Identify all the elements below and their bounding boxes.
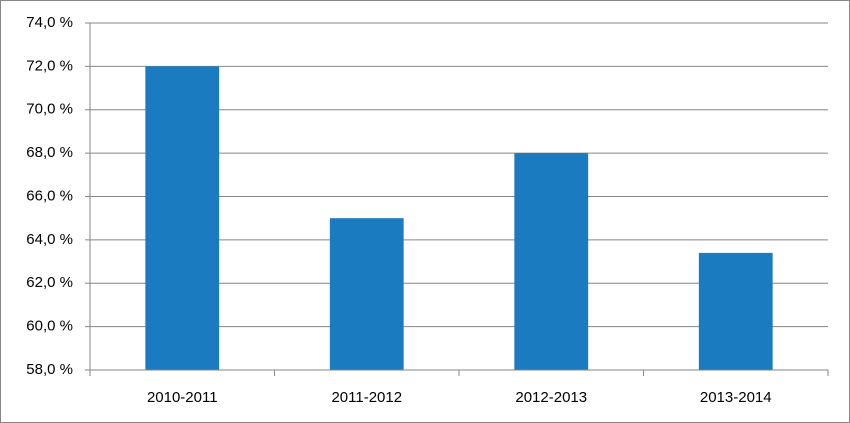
y-tick-label: 74,0 % xyxy=(26,14,73,31)
y-tick-label: 58,0 % xyxy=(26,361,73,378)
bar xyxy=(514,153,589,370)
bar xyxy=(145,66,220,370)
x-tick-label: 2013-2014 xyxy=(700,389,772,406)
bar xyxy=(698,252,773,370)
y-tick-label: 64,0 % xyxy=(26,231,73,248)
x-tick-label: 2010-2011 xyxy=(147,389,218,406)
y-tick-label: 70,0 % xyxy=(26,101,73,118)
y-tick-label: 66,0 % xyxy=(26,187,73,204)
y-tick-label: 68,0 % xyxy=(26,144,73,161)
y-tick-label: 62,0 % xyxy=(26,274,73,291)
x-tick-label: 2012-2013 xyxy=(515,389,587,406)
y-tick-label: 72,0 % xyxy=(26,57,73,74)
bar xyxy=(329,218,404,370)
y-tick-label: 60,0 % xyxy=(26,318,73,335)
x-tick-label: 2011-2012 xyxy=(331,389,402,406)
